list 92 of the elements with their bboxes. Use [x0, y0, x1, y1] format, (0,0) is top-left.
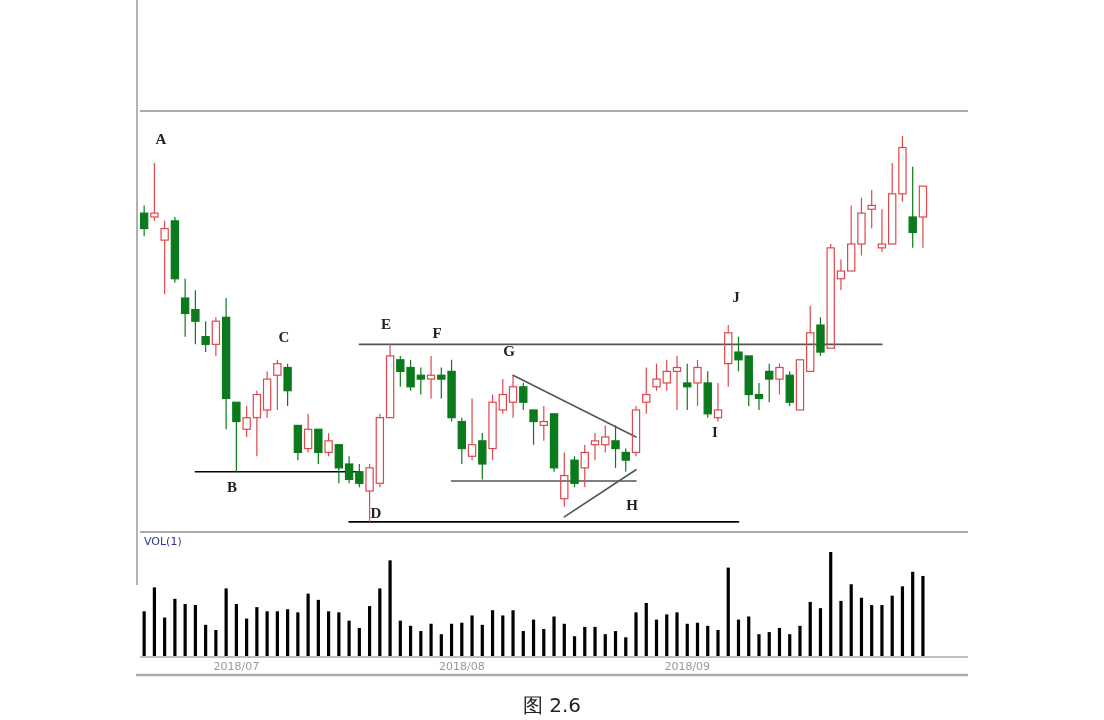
annotation: F: [432, 325, 442, 342]
bar: [716, 630, 720, 656]
bar: [747, 616, 751, 656]
caption: 图 2.6: [522, 693, 582, 717]
annotation: J: [732, 289, 741, 306]
bar: [501, 615, 505, 656]
x-tick-label: 2018/09: [664, 660, 711, 673]
bar: [398, 620, 402, 656]
bar: [367, 606, 372, 656]
bar: [603, 634, 607, 656]
annotation: H: [626, 497, 639, 514]
bar: [490, 610, 495, 656]
bar: [706, 625, 710, 656]
bar: [327, 611, 331, 656]
bar: [183, 604, 187, 656]
bar: [265, 611, 269, 656]
bar: [152, 587, 156, 656]
bar: [531, 619, 536, 656]
bar: [204, 624, 208, 656]
bar: [777, 627, 782, 656]
bar: [460, 622, 464, 656]
bar: [275, 611, 279, 656]
annotation: G: [503, 343, 516, 360]
bar: [900, 586, 905, 656]
x-tick-label: 2018/07: [213, 660, 260, 673]
bar: [193, 605, 197, 656]
bar: [911, 571, 915, 656]
bar: [214, 630, 218, 656]
bar: [224, 588, 228, 656]
bar: [245, 618, 249, 656]
bar: [470, 615, 474, 656]
bar: [255, 607, 259, 656]
bar: [767, 632, 771, 656]
bar: [593, 626, 597, 656]
bar: [921, 575, 925, 656]
bar: [644, 602, 648, 656]
annotation: B: [226, 479, 238, 496]
annotation: A: [155, 131, 167, 148]
bar: [439, 634, 443, 656]
bar: [234, 604, 238, 656]
bar: [839, 600, 843, 656]
annotation: E: [380, 316, 392, 333]
bar: [163, 617, 167, 656]
bar: [829, 552, 833, 656]
bar: [347, 620, 351, 656]
bar: [818, 608, 823, 656]
bar: [798, 625, 802, 656]
bar: [654, 619, 659, 656]
bar: [449, 623, 454, 656]
x-tick-label: 2018/08: [438, 660, 485, 673]
bar: [849, 584, 853, 656]
bar: [634, 612, 638, 656]
bar: [480, 624, 484, 656]
bar: [521, 631, 525, 656]
bar: [296, 612, 300, 656]
chart-title: VOL(1): [144, 535, 182, 548]
bar: [429, 623, 433, 656]
bar: [736, 619, 741, 656]
bar: [337, 612, 341, 656]
bar: [665, 614, 669, 656]
bar: [685, 623, 689, 656]
bar: [511, 610, 515, 656]
bar: [316, 599, 320, 656]
bar: [613, 631, 618, 656]
bar: [695, 622, 700, 656]
bar: [552, 616, 556, 656]
bar: [808, 601, 812, 656]
bar: [378, 588, 382, 656]
bar: [726, 567, 730, 656]
bar: [542, 628, 546, 656]
bar: [870, 605, 874, 656]
bar: [788, 634, 792, 656]
bar: [306, 593, 310, 656]
bar: [173, 598, 177, 656]
annotation: I: [712, 424, 719, 441]
bar: [357, 627, 361, 656]
bar: [624, 637, 628, 656]
annotation: D: [370, 505, 382, 522]
bar: [142, 611, 146, 656]
bar: [890, 595, 894, 656]
bar: [408, 625, 413, 656]
bar: [286, 609, 290, 656]
bar: [562, 623, 566, 656]
annotation: C: [278, 329, 290, 346]
bar: [419, 631, 423, 656]
bar: [583, 626, 587, 656]
bar: [388, 560, 392, 656]
bar: [572, 636, 577, 656]
bar: [880, 605, 884, 656]
bar: [859, 597, 864, 656]
bar: [757, 634, 761, 656]
bar: [675, 612, 679, 656]
